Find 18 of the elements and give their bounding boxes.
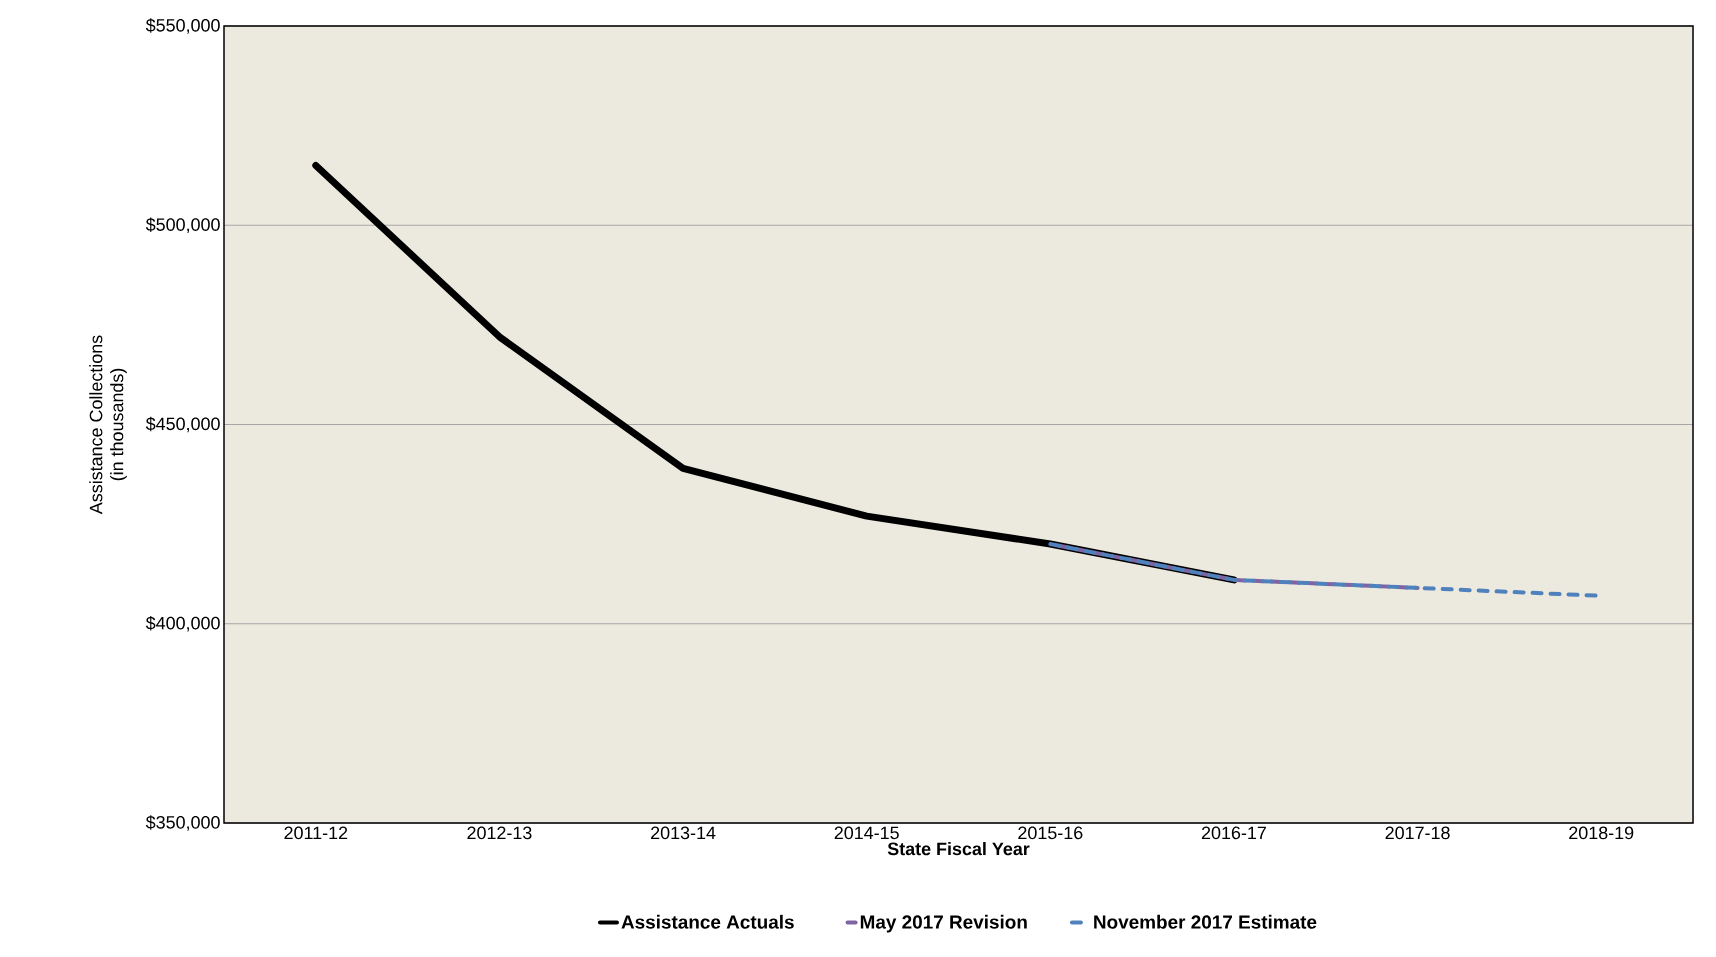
legend-label: November 2017 Estimate [1094,914,1317,929]
x-tick-label: 2013-14 [651,826,716,840]
y-tick-label: $400,000 [145,615,220,632]
x-tick-label: 2012-13 [467,826,532,840]
x-tick-label: 2017-18 [1385,826,1450,840]
x-axis-title: State Fiscal Year [887,842,1030,856]
x-tick-label: 2018-19 [1569,826,1634,840]
legend-label: May 2017 Revision [860,914,1027,933]
y-axis-title: Assistance Collections (in thousands) [89,335,127,515]
legend-label: Assistance Actuals [621,914,794,929]
x-tick-label: 2016-17 [1201,826,1266,840]
x-tick-label: 2011-12 [284,826,348,840]
x-tick-label: 2014-15 [834,826,899,840]
y-tick-label: $550,000 [145,18,220,34]
x-tick-label: 2015-16 [1018,826,1083,840]
y-tick-label: $450,000 [145,416,220,433]
y-tick-label: $500,000 [145,217,220,234]
y-tick-label: $350,000 [145,815,220,831]
